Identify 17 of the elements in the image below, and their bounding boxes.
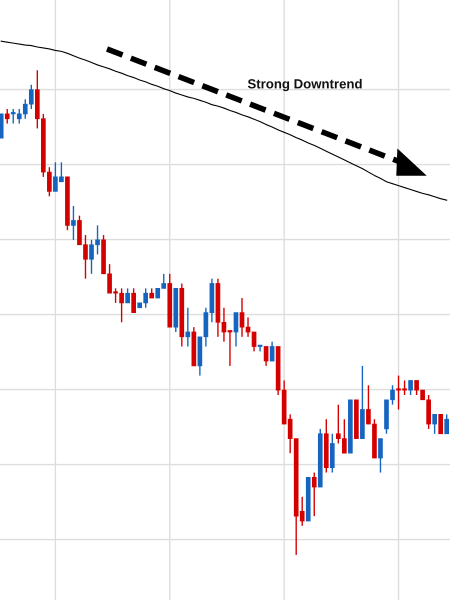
annotation: Strong Downtrend xyxy=(248,78,362,92)
candlestick xyxy=(149,288,154,299)
candlestick xyxy=(312,472,317,517)
candlestick xyxy=(71,205,76,241)
candlestick xyxy=(185,307,190,348)
candlestick xyxy=(234,312,238,348)
candlestick xyxy=(444,414,450,434)
candlestick xyxy=(378,438,383,474)
candlestick xyxy=(264,346,268,367)
candlestick xyxy=(270,340,274,362)
candlestick xyxy=(125,288,130,304)
candlestick xyxy=(432,414,437,434)
candlestick xyxy=(438,414,444,434)
candlestick xyxy=(4,108,10,124)
candlestick xyxy=(408,380,413,396)
candlestick xyxy=(258,344,262,352)
candlestick xyxy=(131,288,136,314)
